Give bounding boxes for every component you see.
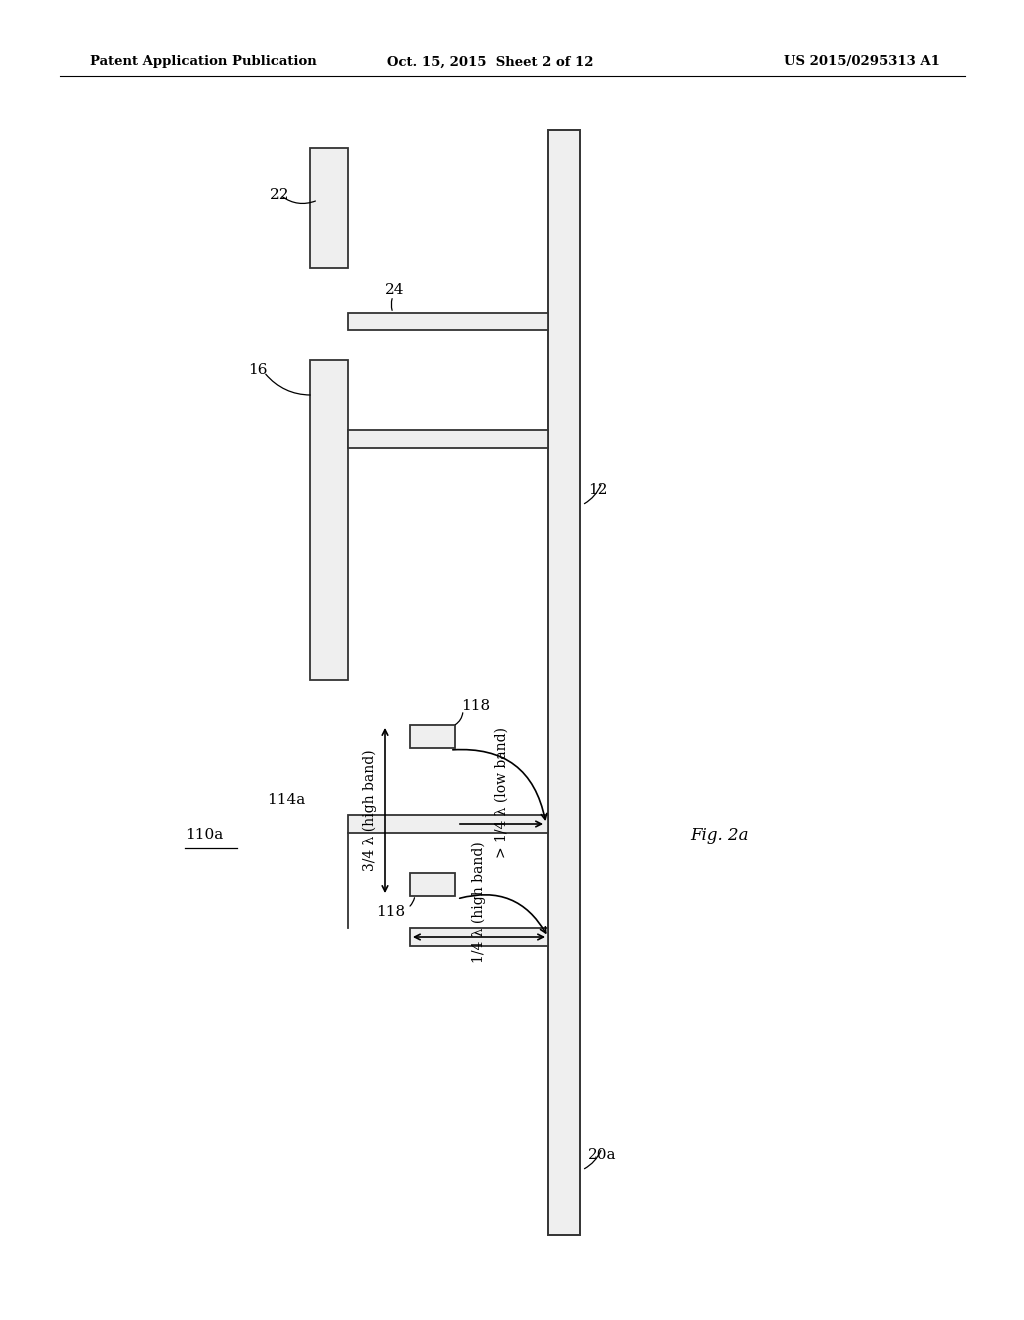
- Bar: [348, 430, 548, 447]
- Text: 118: 118: [461, 700, 490, 713]
- Bar: [548, 129, 580, 1236]
- Text: 114a: 114a: [266, 793, 305, 807]
- Text: Patent Application Publication: Patent Application Publication: [90, 55, 316, 69]
- Text: 22: 22: [270, 187, 290, 202]
- Text: > 1/4 λ (low band): > 1/4 λ (low band): [495, 726, 509, 858]
- Bar: [348, 313, 548, 330]
- Text: 20a: 20a: [588, 1148, 616, 1162]
- Bar: [410, 928, 548, 946]
- Text: 3/4 λ (high band): 3/4 λ (high band): [362, 750, 377, 871]
- Text: US 2015/0295313 A1: US 2015/0295313 A1: [784, 55, 940, 69]
- Text: Fig. 2a: Fig. 2a: [690, 826, 749, 843]
- Text: Oct. 15, 2015  Sheet 2 of 12: Oct. 15, 2015 Sheet 2 of 12: [387, 55, 593, 69]
- Text: 110a: 110a: [185, 828, 223, 842]
- Text: 24: 24: [385, 282, 404, 297]
- Bar: [410, 873, 455, 896]
- Text: 16: 16: [248, 363, 267, 378]
- Bar: [348, 814, 548, 833]
- Bar: [310, 360, 348, 680]
- Text: 1/4 λ (high band): 1/4 λ (high band): [472, 841, 486, 962]
- Text: 12: 12: [588, 483, 607, 498]
- Bar: [410, 725, 455, 748]
- Text: 118: 118: [376, 906, 406, 919]
- Bar: [310, 148, 348, 268]
